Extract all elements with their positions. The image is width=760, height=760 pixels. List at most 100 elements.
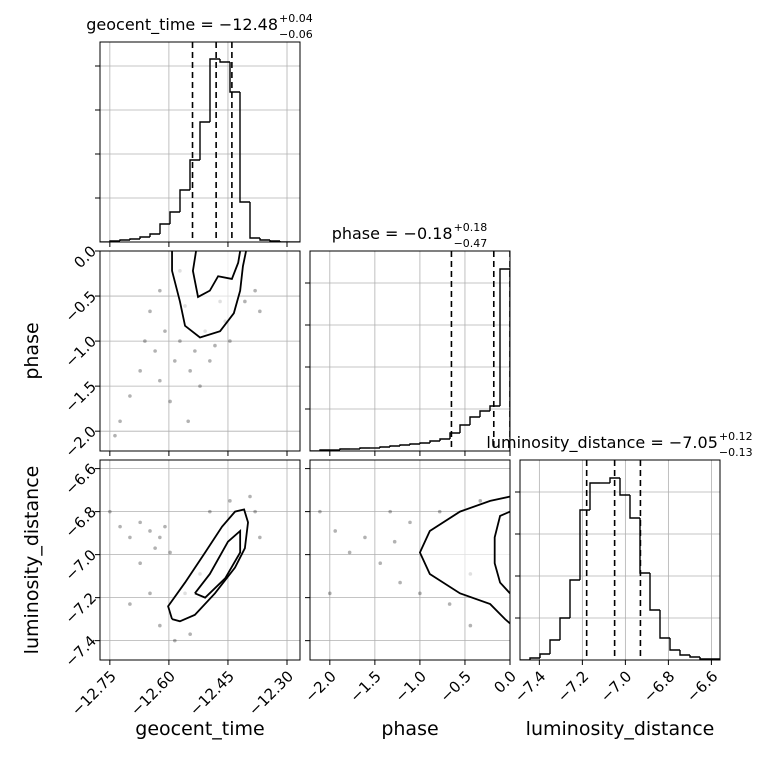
x-tick-label: −7.0: [597, 667, 635, 705]
contour-line: [418, 495, 510, 625]
x-tick-label: −7.4: [511, 667, 549, 705]
sample-point: [163, 329, 167, 333]
sample-point: [478, 499, 483, 503]
sample-point: [198, 384, 202, 388]
sample-point: [208, 509, 212, 514]
title-upper: +0.12: [719, 430, 753, 443]
sample-point: [186, 419, 190, 424]
hist-bin: [169, 211, 180, 224]
hist-bin: [279, 241, 290, 242]
hist-bin: [249, 202, 260, 239]
y-axis-label: luminosity_distance: [21, 466, 43, 655]
sample-point: [158, 378, 162, 383]
hist-bin: [269, 240, 280, 242]
sample-point: [258, 309, 262, 314]
sample-point: [228, 339, 232, 343]
panel-title: luminosity_distance = −7.05: [486, 433, 717, 453]
sample-point: [173, 638, 177, 643]
hist-bin: [569, 579, 580, 618]
sample-point: [153, 349, 157, 353]
x-tick-label: −2.0: [301, 667, 339, 705]
hist-bin: [229, 62, 240, 93]
sample-point: [378, 561, 383, 566]
hist-bin: [179, 189, 190, 212]
hist-bin: [689, 655, 700, 658]
y-tick-label: −7.2: [62, 589, 100, 627]
panel-data: [108, 494, 262, 643]
sample-point: [158, 623, 162, 628]
hist-bin: [629, 495, 640, 519]
hist-bin: [619, 478, 630, 496]
sample-point: [193, 349, 197, 353]
hist-bin: [469, 416, 480, 425]
x-tick-label: −12.30: [245, 667, 297, 719]
panel-frame: [309, 250, 511, 452]
sample-point: [228, 499, 232, 503]
hist-bin: [529, 657, 540, 660]
hist-bin: [399, 444, 410, 446]
y-tick-label: −6.6: [62, 460, 100, 498]
sample-point: [148, 529, 152, 533]
hist-bin: [609, 477, 620, 483]
y-tick-label: −1.0: [62, 332, 100, 370]
sample-point: [253, 288, 257, 293]
sample-point: [128, 535, 132, 540]
x-tick-label: −12.60: [127, 667, 179, 719]
hist-bin: [710, 658, 720, 660]
sample-point: [347, 550, 352, 555]
hist-bin: [149, 233, 160, 237]
sample-point: [158, 288, 162, 293]
hist-bin: [429, 440, 440, 443]
sample-point: [168, 550, 172, 555]
sample-point: [128, 394, 132, 398]
hist-bin: [239, 92, 250, 203]
hist-bin: [219, 59, 230, 63]
hist-bin: [549, 639, 560, 654]
x-tick-label: −6.6: [683, 667, 721, 705]
x-tick-label: −1.5: [346, 667, 384, 705]
hist-bin: [259, 238, 270, 241]
sample-point: [138, 369, 142, 373]
title-lower: −0.13: [719, 446, 753, 459]
sample-point: [248, 494, 252, 499]
hist-bin: [199, 121, 210, 160]
contour-line: [493, 510, 510, 594]
title-lower: −0.47: [454, 237, 488, 250]
hist-bin: [679, 650, 690, 656]
sample-point: [158, 535, 162, 540]
hist-bin: [379, 446, 390, 448]
sample-point: [148, 309, 152, 314]
contour-line: [167, 508, 249, 623]
sample-point: [363, 535, 367, 540]
y-tick-label: −0.5: [62, 287, 100, 325]
hist-bin: [359, 447, 370, 449]
hist-bin: [499, 268, 510, 451]
panel-data: [113, 251, 262, 438]
y-tick-label: −1.5: [62, 377, 100, 415]
hist-bin: [539, 653, 550, 658]
hist-bin: [699, 657, 710, 660]
sample-point: [143, 339, 147, 343]
sample-point: [108, 509, 112, 514]
y-tick-label: −7.0: [62, 546, 100, 584]
panel-frame: [99, 459, 301, 661]
hist-bin: [419, 442, 430, 444]
sample-point: [468, 623, 473, 628]
panel-frame: [99, 41, 301, 243]
hist-bin: [439, 438, 450, 441]
hist-bin: [119, 239, 130, 241]
sample-point: [128, 602, 132, 606]
hist-bin: [579, 509, 590, 580]
sample-point: [388, 509, 392, 514]
sample-point: [408, 520, 412, 525]
sample-point: [398, 580, 402, 585]
sample-point: [113, 433, 117, 438]
sample-point: [118, 419, 122, 424]
hist-bin: [639, 518, 650, 574]
panel-frame: [519, 459, 721, 661]
x-axis-label: phase: [381, 718, 438, 740]
sample-point: [243, 299, 247, 304]
panel-title: geocent_time = −12.48: [86, 15, 278, 35]
contour-line: [171, 251, 247, 339]
